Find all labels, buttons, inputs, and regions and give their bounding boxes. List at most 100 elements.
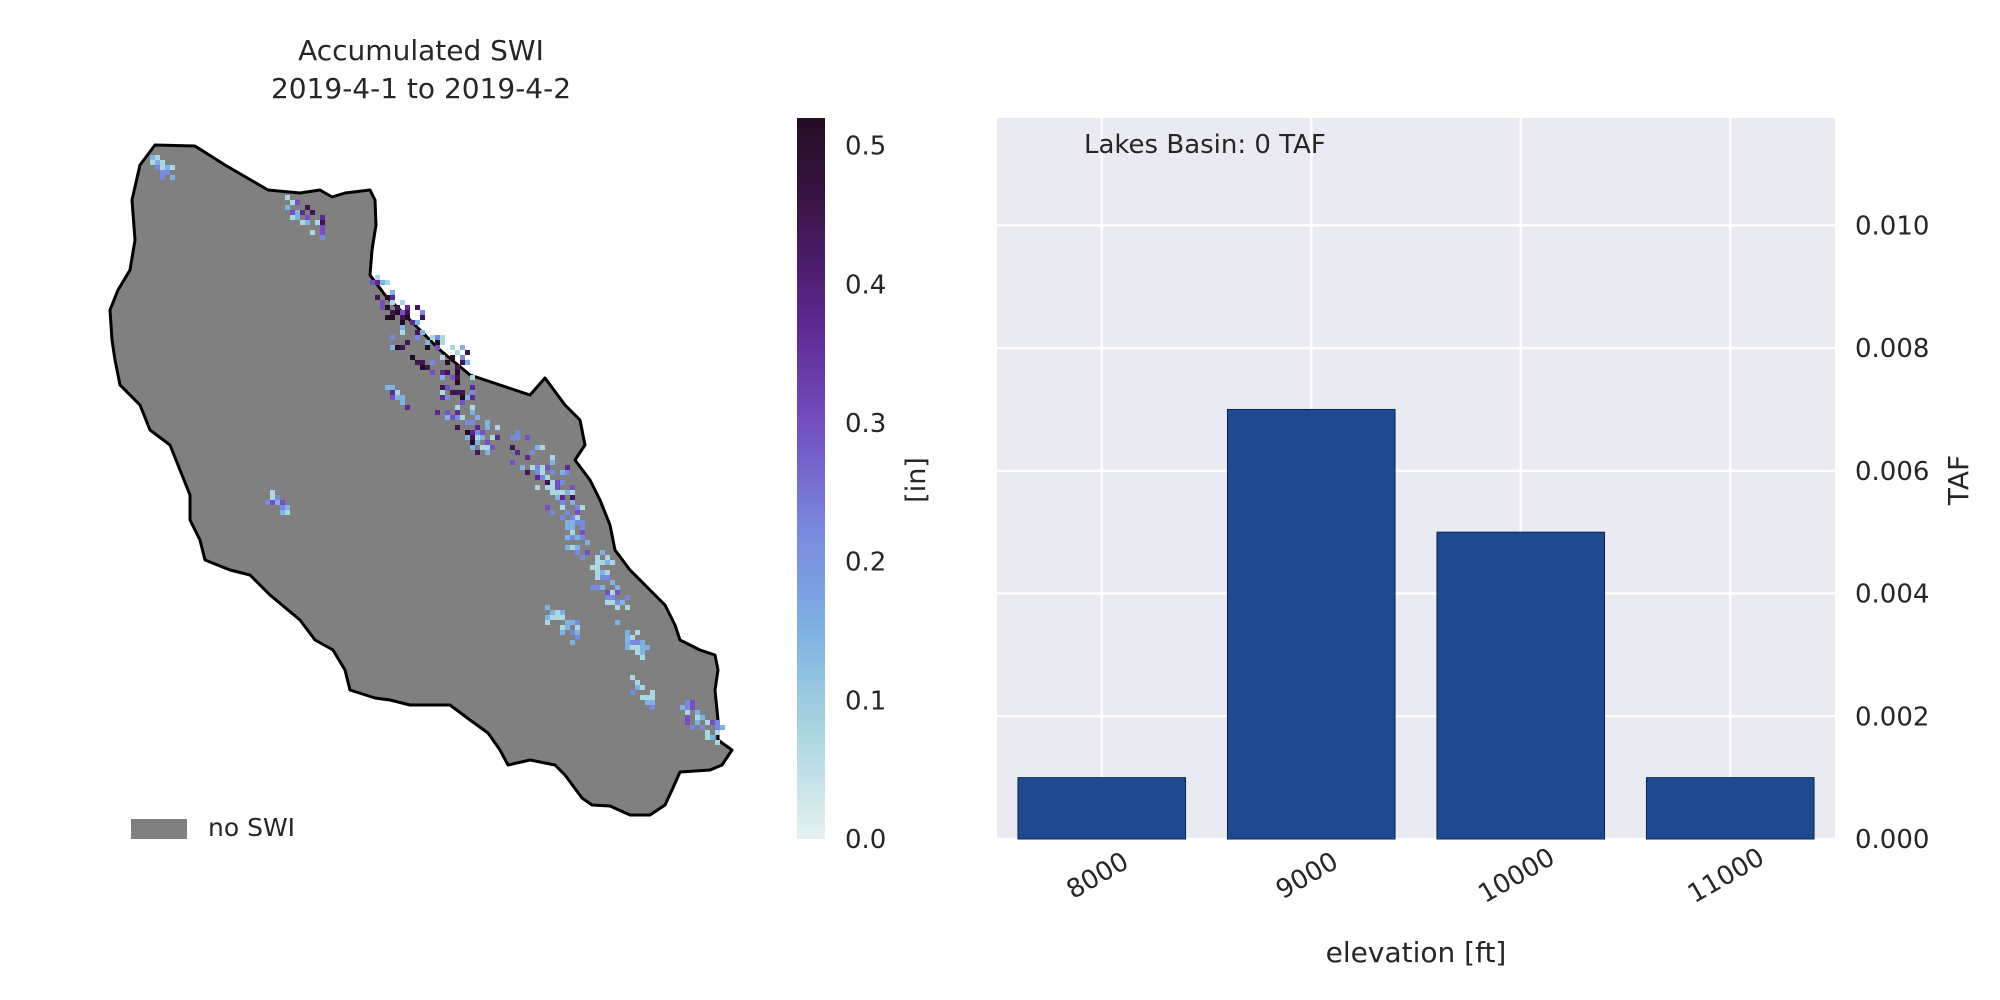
y-tick-label: 0.008 — [1855, 334, 1929, 364]
swi-pixel — [615, 620, 620, 625]
swi-pixel — [415, 330, 420, 335]
swi-pixel — [570, 545, 575, 550]
colorbar-tick-label: 0.3 — [845, 409, 886, 439]
swi-pixel — [320, 215, 325, 220]
swi-pixel — [550, 610, 555, 615]
swi-pixel — [480, 445, 485, 450]
swi-pixel — [380, 300, 385, 305]
swi-pixel — [640, 685, 645, 690]
swi-pixel — [280, 510, 285, 515]
colorbar-gradient — [797, 118, 825, 839]
swi-pixel — [635, 645, 640, 650]
x-axis-label: elevation [ft] — [1326, 936, 1507, 969]
swi-pixel — [705, 730, 710, 735]
swi-pixel — [560, 490, 565, 495]
swi-pixel — [460, 415, 465, 420]
swi-pixel — [595, 560, 600, 565]
swi-pixel — [525, 455, 530, 460]
swi-pixel — [390, 335, 395, 340]
swi-pixel — [440, 370, 445, 375]
swi-pixel — [570, 520, 575, 525]
swi-pixel — [300, 210, 305, 215]
swi-pixel — [595, 570, 600, 575]
swi-pixel — [555, 480, 560, 485]
swi-pixel — [455, 415, 460, 420]
swi-pixel — [450, 345, 455, 350]
swi-pixel — [560, 625, 565, 630]
colorbar-ticks: 0.0 0.1 0.2 0.3 0.4 0.5 — [845, 132, 886, 855]
swi-pixel — [370, 280, 375, 285]
swi-pixel — [440, 355, 445, 360]
swi-pixel — [465, 395, 470, 400]
swi-pixel — [310, 230, 315, 235]
swi-pixel — [600, 585, 605, 590]
swi-pixel — [700, 715, 705, 720]
swi-pixel — [425, 365, 430, 370]
swi-pixel — [480, 435, 485, 440]
swi-pixel — [575, 505, 580, 510]
swi-pixel — [645, 695, 650, 700]
swi-pixel — [550, 615, 555, 620]
swi-pixel — [545, 505, 550, 510]
swi-pixel — [445, 410, 450, 415]
swi-pixel — [485, 425, 490, 430]
swi-pixel — [390, 310, 395, 315]
swi-pixel — [565, 510, 570, 515]
swi-pixel — [375, 295, 380, 300]
swi-pixel — [685, 720, 690, 725]
swi-pixel — [580, 520, 585, 525]
swi-pixel — [380, 305, 385, 310]
swi-pixel — [645, 645, 650, 650]
swi-pixel — [380, 280, 385, 285]
swi-pixel — [705, 735, 710, 740]
swi-pixel — [630, 675, 635, 680]
swi-pixel — [405, 305, 410, 310]
swi-pixel — [510, 435, 515, 440]
swi-pixel — [545, 615, 550, 620]
swi-pixel — [405, 310, 410, 315]
swi-pixel — [625, 630, 630, 635]
swi-pixel — [545, 475, 550, 480]
y-tick-label: 0.002 — [1855, 702, 1929, 732]
swi-pixel — [605, 575, 610, 580]
swi-pixel — [295, 210, 300, 215]
swi-pixel — [650, 695, 655, 700]
swi-pixel — [590, 565, 595, 570]
swi-pixel — [155, 160, 160, 165]
swi-pixel — [695, 720, 700, 725]
swi-pixel — [400, 325, 405, 330]
swi-pixel — [520, 465, 525, 470]
swi-pixel — [395, 390, 400, 395]
swi-pixel — [695, 710, 700, 715]
bar-chart: 0.000 0.002 0.004 0.006 0.008 0.010 8000 9000 1… — [997, 118, 1975, 969]
swi-pixel — [605, 600, 610, 605]
swi-pixel — [305, 215, 310, 220]
swi-pixel — [450, 415, 455, 420]
swi-pixel — [550, 510, 555, 515]
swi-pixel — [445, 395, 450, 400]
swi-pixel — [690, 725, 695, 730]
swi-pixel — [585, 540, 590, 545]
swi-pixel — [510, 445, 515, 450]
swi-pixel — [625, 640, 630, 645]
swi-pixel — [570, 630, 575, 635]
swi-pixel — [390, 295, 395, 300]
swi-pixel — [160, 170, 165, 175]
swi-pixel — [485, 440, 490, 445]
swi-pixel — [385, 280, 390, 285]
swi-pixel — [535, 470, 540, 475]
swi-pixel — [470, 410, 475, 415]
x-tick-label: 11000 — [1683, 842, 1770, 909]
swi-pixel — [535, 475, 540, 480]
swi-pixel — [470, 440, 475, 445]
swi-pixel — [470, 430, 475, 435]
swi-pixel — [690, 700, 695, 705]
swi-pixel — [400, 310, 405, 315]
swi-pixel — [475, 430, 480, 435]
swi-pixel — [460, 390, 465, 395]
swi-pixel — [595, 585, 600, 590]
x-axis-ticks: 8000 9000 10000 11000 — [1062, 842, 1770, 909]
swi-pixel — [270, 500, 275, 505]
swi-pixel — [560, 495, 565, 500]
swi-pixel — [635, 650, 640, 655]
